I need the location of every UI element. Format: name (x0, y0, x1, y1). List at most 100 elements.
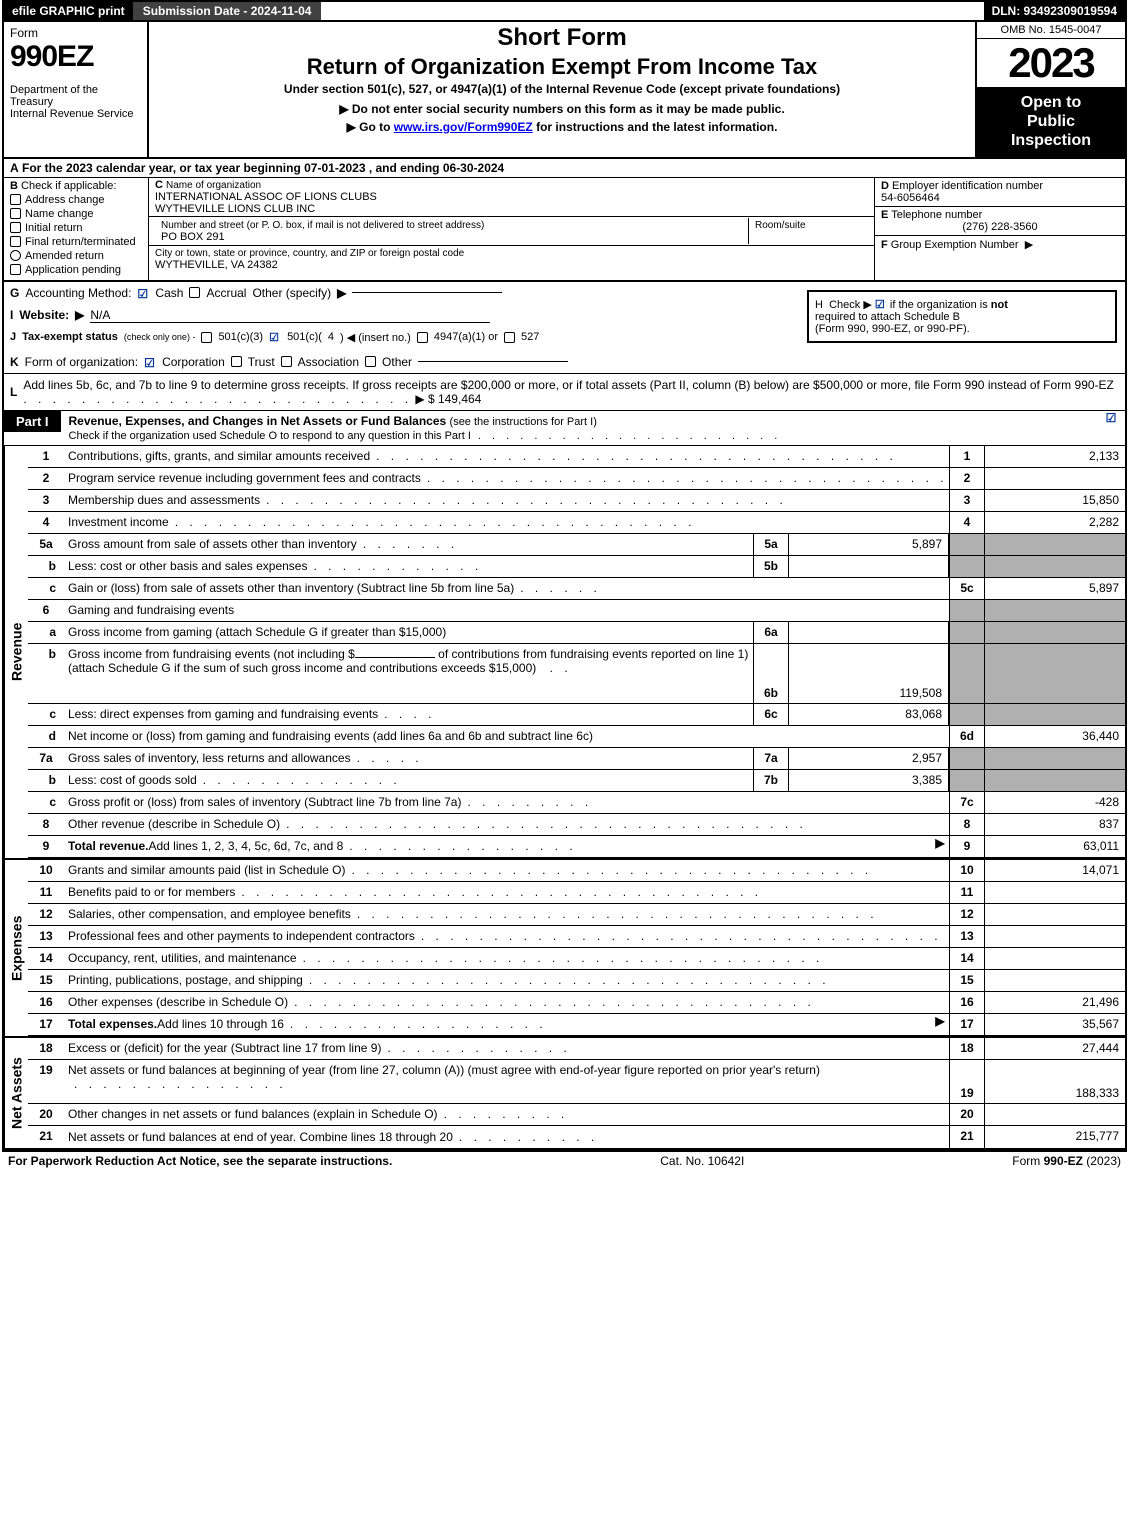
phone-value: (276) 228-3560 (881, 221, 1119, 233)
cash-checkbox[interactable]: ☑ (137, 287, 149, 299)
row-j-tax-exempt: JTax-exempt status(check only one) - 501… (4, 327, 799, 348)
line-11: 11Benefits paid to or for members. . . .… (28, 882, 1125, 904)
form-990ez: efile GRAPHIC print Submission Date - 20… (2, 0, 1127, 1152)
form-label: Form (10, 26, 141, 40)
tax-year: 2023 (977, 39, 1125, 87)
line-8: 8Other revenue (describe in Schedule O).… (28, 814, 1125, 836)
line-20: 20Other changes in net assets or fund ba… (28, 1104, 1125, 1126)
row-g-accounting: GAccounting Method: ☑Cash Accrual Other … (4, 282, 799, 304)
501c-checkbox[interactable]: ☑ (269, 331, 281, 343)
other-checkbox[interactable] (365, 356, 376, 367)
col-b-checkboxes: B Check if applicable: Address change Na… (4, 178, 149, 280)
short-form-title: Short Form (157, 24, 967, 52)
chk-final-return[interactable]: Final return/terminated (10, 236, 142, 248)
line-5c: cGain or (loss) from sale of assets othe… (28, 578, 1125, 600)
4947-checkbox[interactable] (417, 332, 428, 343)
row-k-form-org: KForm of organization: ☑Corporation Trus… (4, 351, 1125, 374)
corp-checkbox[interactable]: ☑ (144, 356, 156, 368)
submission-date: Submission Date - 2024-11-04 (133, 2, 322, 20)
expenses-section: Expenses 10Grants and similar amounts pa… (4, 858, 1125, 1036)
irs-link[interactable]: www.irs.gov/Form990EZ (394, 120, 533, 134)
revenue-section: Revenue 1Contributions, gifts, grants, a… (4, 446, 1125, 858)
line-19: 19Net assets or fund balances at beginni… (28, 1060, 1125, 1104)
part-i-label: Part I (4, 411, 61, 432)
line-6c: cLess: direct expenses from gaming and f… (28, 704, 1125, 726)
gross-receipts-amount: $ 149,464 (428, 392, 481, 406)
line-7c-value: -428 (985, 792, 1125, 813)
line-17-value: 35,567 (985, 1014, 1125, 1035)
section-bcdef: B Check if applicable: Address change Na… (4, 178, 1125, 282)
line-7b-value: 3,385 (789, 770, 949, 791)
chk-initial-return[interactable]: Initial return (10, 222, 142, 234)
line-2: 2Program service revenue including gover… (28, 468, 1125, 490)
group-exemption-block: F Group Exemption Number ▶ (875, 236, 1125, 253)
line-14: 14Occupancy, rent, utilities, and mainte… (28, 948, 1125, 970)
net-assets-vert-label: Net Assets (4, 1038, 28, 1148)
org-name-2: WYTHEVILLE LIONS CLUB INC (155, 203, 315, 215)
city-state-zip: WYTHEVILLE, VA 24382 (155, 259, 278, 271)
under-section: Under section 501(c), 527, or 4947(a)(1)… (157, 82, 967, 96)
net-assets-section: Net Assets 18Excess or (deficit) for the… (4, 1036, 1125, 1150)
527-checkbox[interactable] (504, 332, 515, 343)
box-h-schedule-b: H Check ▶ ☑ if the organization is not r… (807, 290, 1117, 343)
line-9-value: 63,011 (985, 836, 1125, 857)
line-16: 16Other expenses (describe in Schedule O… (28, 992, 1125, 1014)
chk-amended-return[interactable]: Amended return (10, 250, 142, 262)
chk-address-change[interactable]: Address change (10, 194, 142, 206)
line-7a-value: 2,957 (789, 748, 949, 769)
part-i-schedule-o-checkbox[interactable]: ☑ (1097, 411, 1125, 425)
trust-checkbox[interactable] (231, 356, 242, 367)
accrual-checkbox[interactable] (189, 287, 200, 298)
line-6c-value: 83,068 (789, 704, 949, 725)
line-13: 13Professional fees and other payments t… (28, 926, 1125, 948)
section-ghijkl: GAccounting Method: ☑Cash Accrual Other … (4, 282, 1125, 411)
assoc-checkbox[interactable] (281, 356, 292, 367)
dln: DLN: 93492309019594 (984, 2, 1125, 20)
chk-name-change[interactable]: Name change (10, 208, 142, 220)
line-7c: cGross profit or (loss) from sales of in… (28, 792, 1125, 814)
ein-block: D Employer identification number 54-6056… (875, 178, 1125, 207)
line-7b: bLess: cost of goods sold . . . . . . . … (28, 770, 1125, 792)
line-10-value: 14,071 (985, 860, 1125, 881)
header-left: Form 990EZ Department of the Treasury In… (4, 22, 149, 157)
line-4: 4Investment income. . . . . . . . . . . … (28, 512, 1125, 534)
line-5c-value: 5,897 (985, 578, 1125, 599)
part-i-title: Revenue, Expenses, and Changes in Net As… (61, 411, 1097, 445)
website-value: N/A (90, 308, 490, 323)
line-17: 17Total expenses. Add lines 10 through 1… (28, 1014, 1125, 1036)
line-7a: 7aGross sales of inventory, less returns… (28, 748, 1125, 770)
line-5b: bLess: cost or other basis and sales exp… (28, 556, 1125, 578)
cat-no: Cat. No. 10642I (392, 1154, 1012, 1168)
row-l-gross-receipts: L Add lines 5b, 6c, and 7b to line 9 to … (4, 374, 1125, 410)
form-number: 990EZ (10, 40, 141, 74)
schedule-b-checkbox[interactable]: ☑ (875, 298, 887, 310)
501c3-checkbox[interactable] (201, 332, 212, 343)
col-def: D Employer identification number 54-6056… (875, 178, 1125, 280)
org-name-1: INTERNATIONAL ASSOC OF LIONS CLUBS (155, 191, 377, 203)
part-i-header: Part I Revenue, Expenses, and Changes in… (4, 411, 1125, 446)
header-center: Short Form Return of Organization Exempt… (149, 22, 975, 157)
col-c-org-info: C Name of organization INTERNATIONAL ASS… (149, 178, 875, 280)
line-4-value: 2,282 (985, 512, 1125, 533)
top-bar: efile GRAPHIC print Submission Date - 20… (4, 2, 1125, 22)
line-19-value: 188,333 (985, 1060, 1125, 1103)
line-6b-value: 119,508 (789, 644, 949, 703)
line-6a: aGross income from gaming (attach Schedu… (28, 622, 1125, 644)
ssn-note: ▶ Do not enter social security numbers o… (157, 102, 967, 116)
row-i-website: IWebsite:▶N/A (4, 304, 799, 327)
efile-print-button[interactable]: efile GRAPHIC print (4, 2, 133, 20)
line-21: 21Net assets or fund balances at end of … (28, 1126, 1125, 1148)
line-6d: dNet income or (loss) from gaming and fu… (28, 726, 1125, 748)
omb-number: OMB No. 1545-0047 (977, 22, 1125, 39)
goto-note: ▶ Go to www.irs.gov/Form990EZ for instru… (157, 120, 967, 134)
line-5a: 5aGross amount from sale of assets other… (28, 534, 1125, 556)
row-a-tax-year: A For the 2023 calendar year, or tax yea… (4, 159, 1125, 178)
paperwork-notice: For Paperwork Reduction Act Notice, see … (8, 1154, 392, 1168)
room-suite-label: Room/suite (755, 220, 806, 231)
line-3-value: 15,850 (985, 490, 1125, 511)
line-16-value: 21,496 (985, 992, 1125, 1013)
line-6d-value: 36,440 (985, 726, 1125, 747)
chk-application-pending[interactable]: Application pending (10, 264, 142, 276)
line-8-value: 837 (985, 814, 1125, 835)
form-ref: Form 990-EZ (2023) (1012, 1154, 1121, 1168)
